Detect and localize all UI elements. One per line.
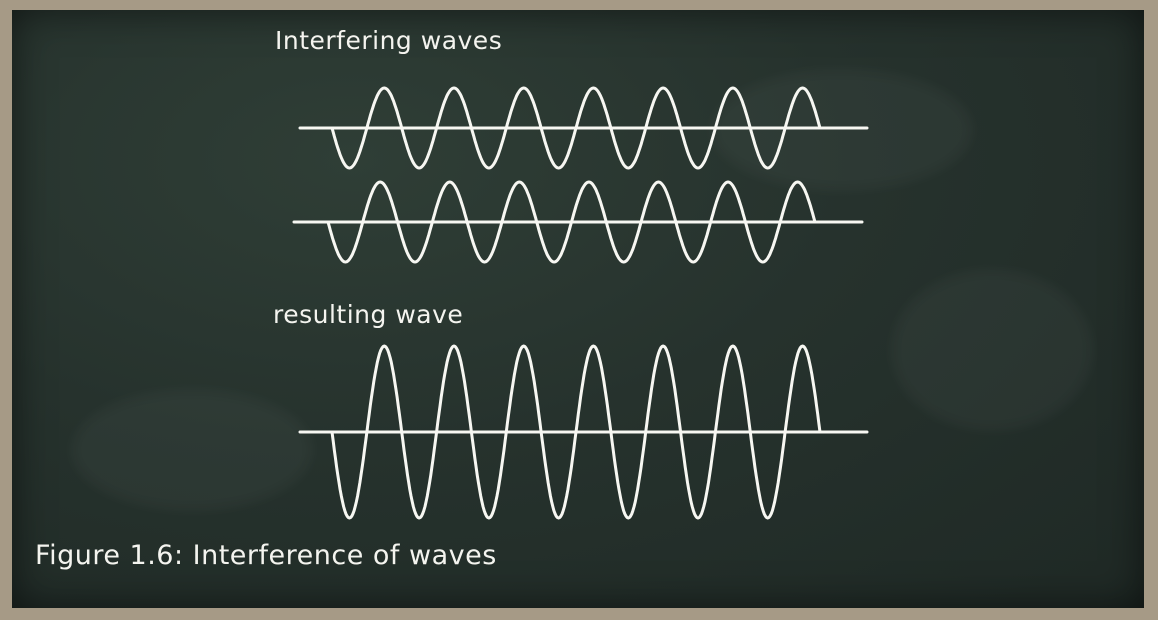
resulting-wave bbox=[330, 344, 822, 520]
wave-a bbox=[330, 86, 822, 170]
wave-b bbox=[326, 180, 817, 264]
chalkboard bbox=[12, 10, 1144, 608]
resulting-wave-label: resulting wave bbox=[273, 300, 464, 329]
interfering-waves-label: Interfering waves bbox=[275, 26, 503, 55]
figure-caption: Figure 1.6: Interference of waves bbox=[35, 540, 497, 571]
